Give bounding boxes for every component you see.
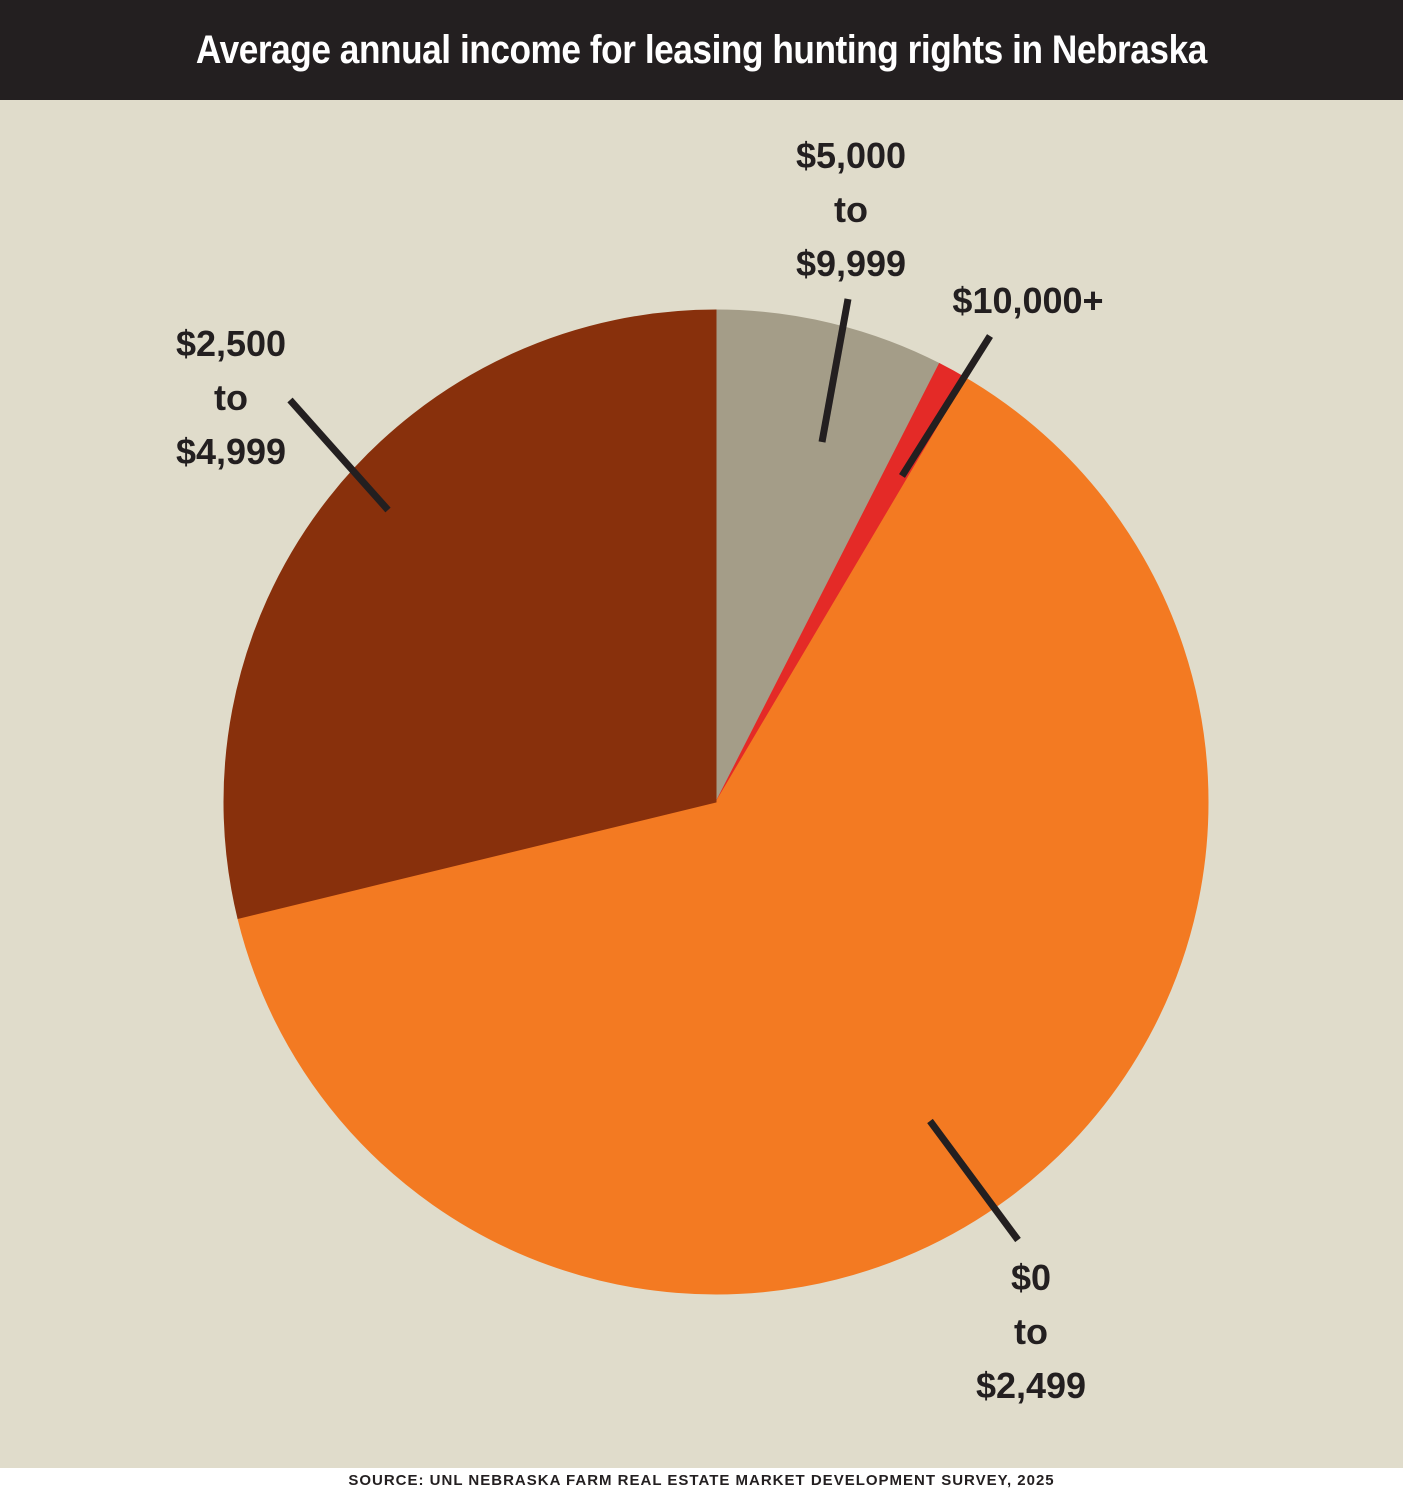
slice-label: $0 to $2,499 <box>976 1257 1086 1406</box>
slice-labels: $5,000 to $9,999 $10,000+ $0 to $2,499 $2,500 to… <box>176 135 1104 1406</box>
source-note: SOURCE: UNL NEBRASKA FARM REAL ESTATE MA… <box>348 1472 1055 1489</box>
chart-title-bar: Average annual income for leasing huntin… <box>0 0 1403 100</box>
slice-label-line: $2,499 <box>976 1365 1086 1406</box>
slice-label-line: $2,500 <box>176 323 286 364</box>
pie-slice <box>237 377 1209 1295</box>
pie-slice <box>715 309 941 803</box>
leader-line <box>899 334 993 478</box>
pie-slice <box>223 309 717 919</box>
pie-slices <box>223 309 1209 1295</box>
slice-label: $2,500 to $4,999 <box>176 323 286 472</box>
slice-label-line: to <box>1014 1311 1048 1352</box>
slice-label-line: to <box>214 377 248 418</box>
slice-label-line: $4,999 <box>176 431 286 472</box>
slice-label-line: $10,000+ <box>952 280 1103 321</box>
leader-line <box>818 298 852 443</box>
slice-label: $10,000+ <box>952 280 1103 321</box>
leader-line <box>287 397 391 513</box>
slice-label-line: $5,000 <box>796 135 906 176</box>
leader-lines <box>287 298 1021 1243</box>
pie-chart: $5,000 to $9,999 $10,000+ $0 to $2,499 $2,500 to… <box>0 100 1403 1468</box>
slice-label-line: to <box>834 189 868 230</box>
plot-panel: $5,000 to $9,999 $10,000+ $0 to $2,499 $2,500 to… <box>0 100 1403 1468</box>
slice-label-line: $0 <box>1011 1257 1051 1298</box>
chart-title: Average annual income for leasing huntin… <box>196 27 1207 72</box>
slice-label-line: $9,999 <box>796 243 906 284</box>
slice-label: $5,000 to $9,999 <box>796 135 906 284</box>
leader-line <box>927 1118 1021 1243</box>
